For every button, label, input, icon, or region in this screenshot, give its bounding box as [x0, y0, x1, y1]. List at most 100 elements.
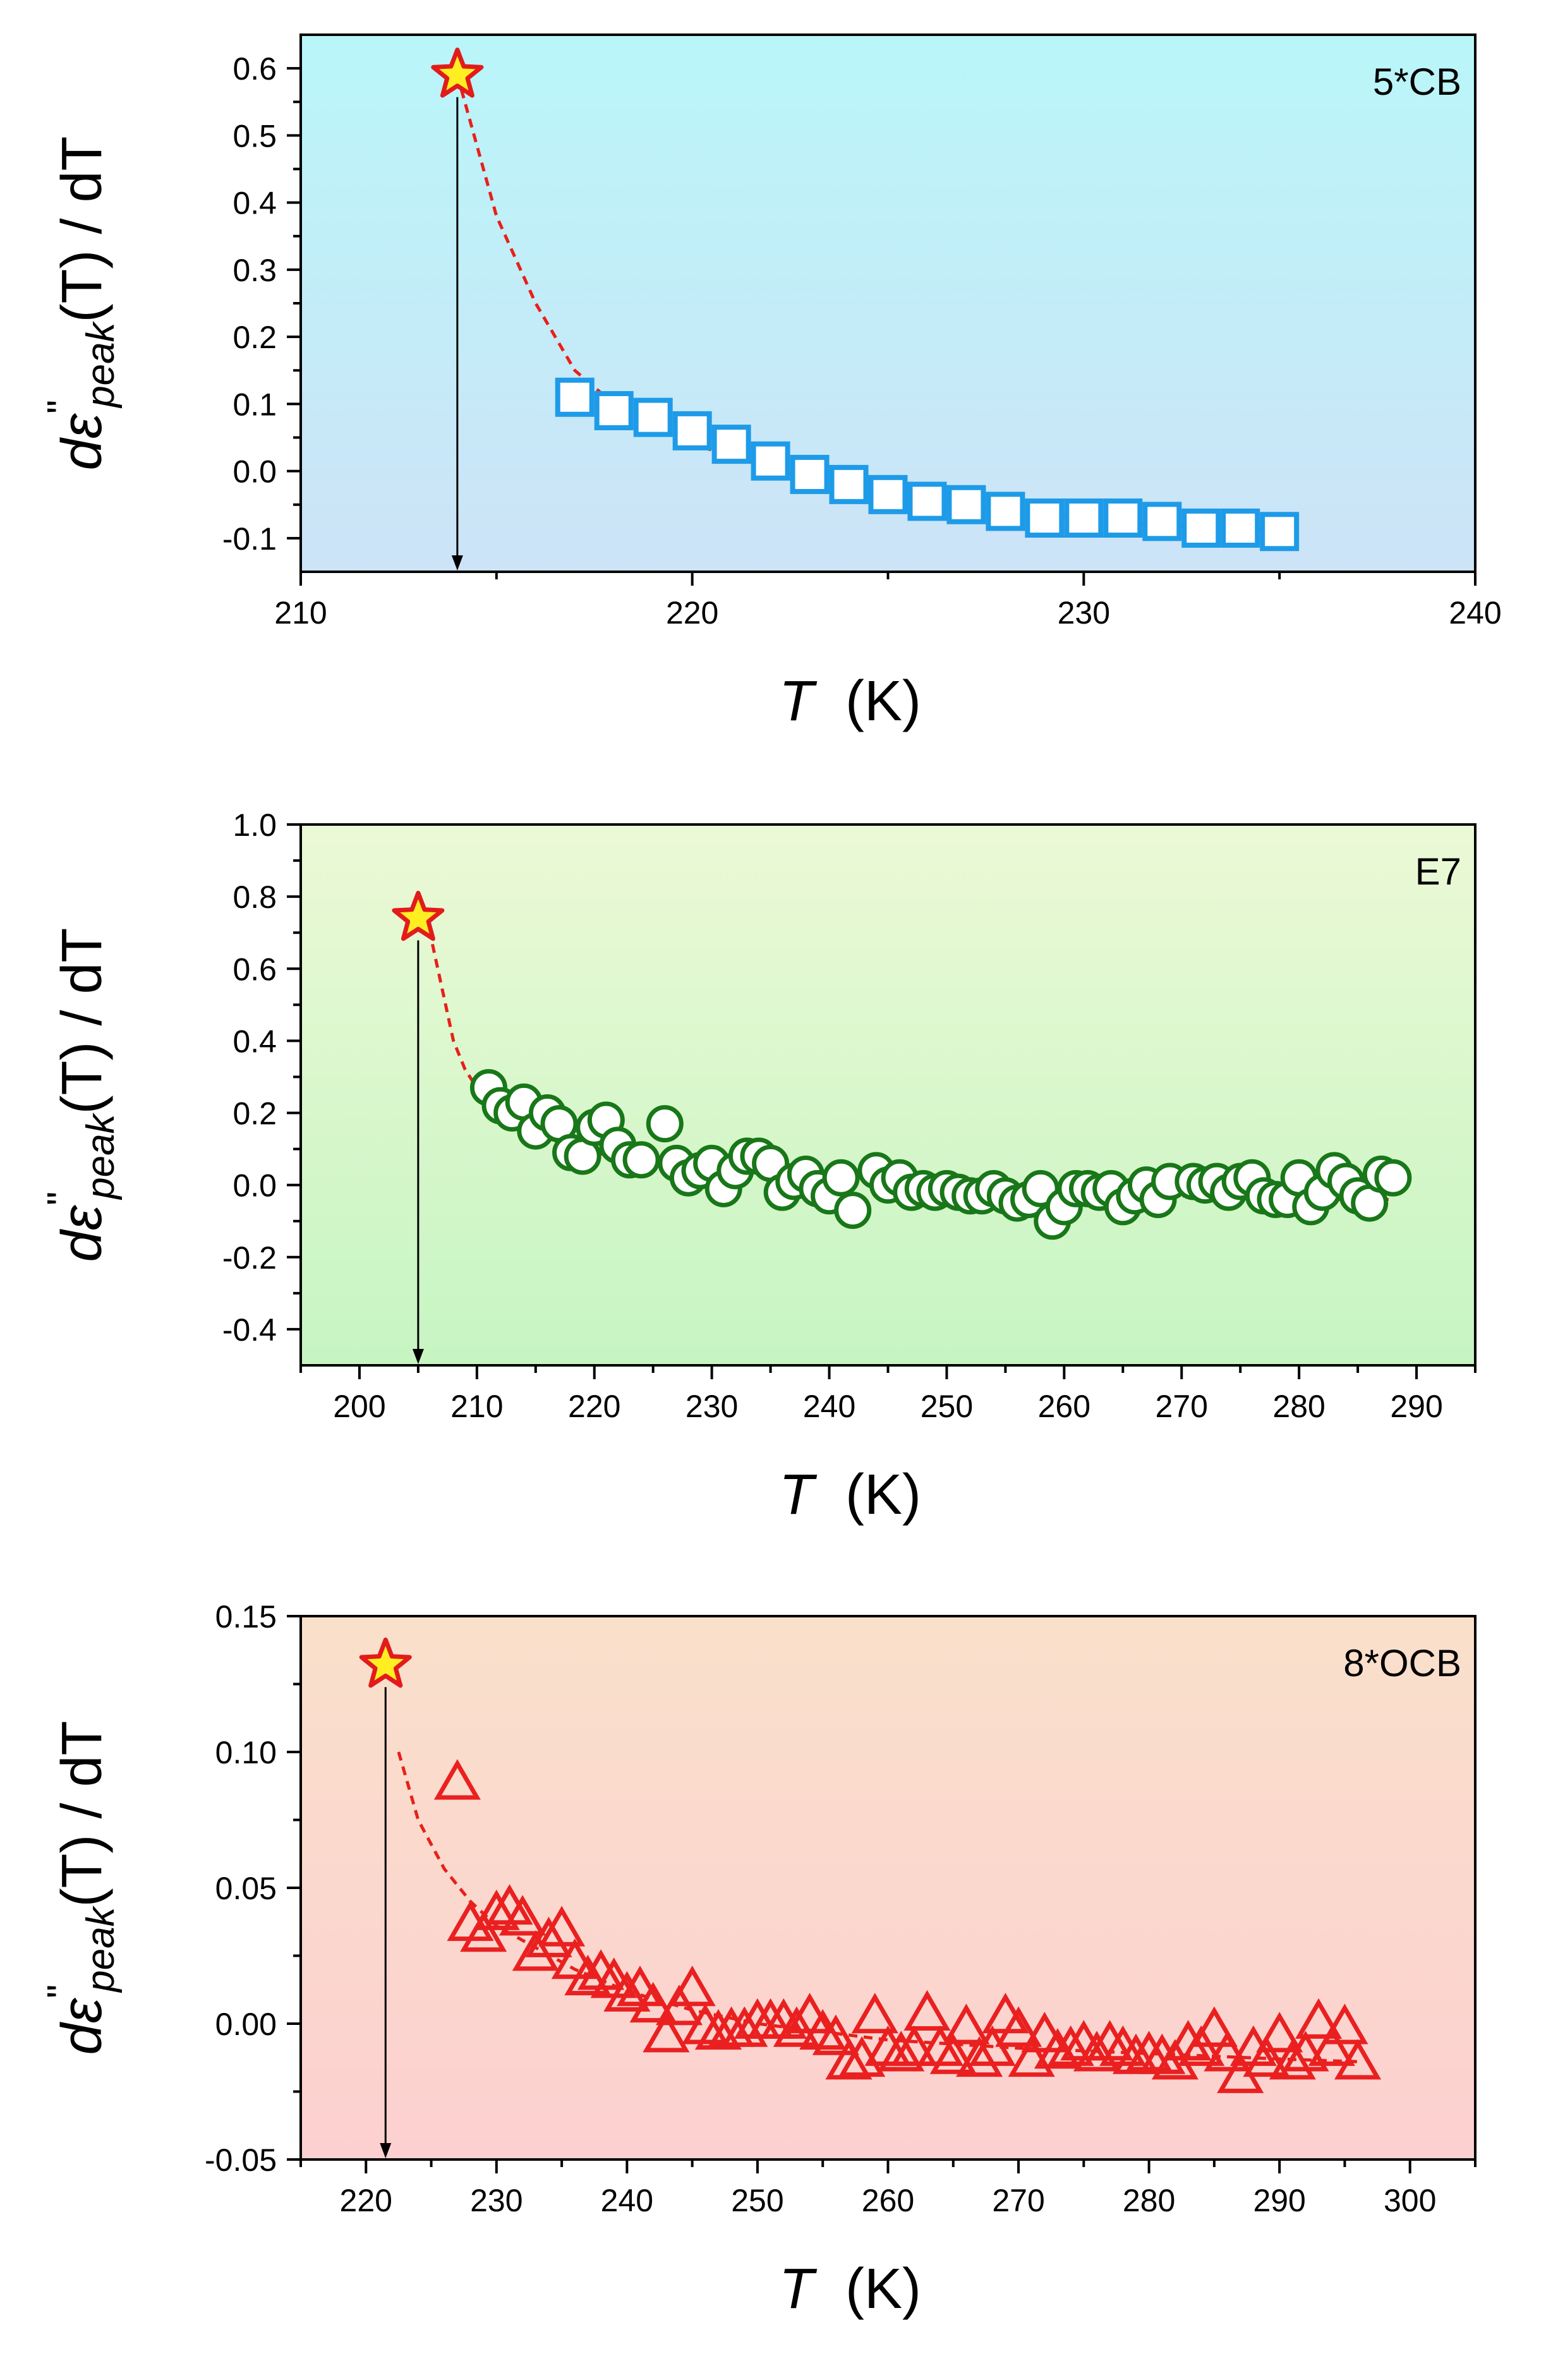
data-point-39: [929, 2033, 977, 2074]
y-axis-title: dε"peak(T) / dT: [40, 1720, 123, 2055]
data-point-69: [1321, 2003, 1368, 2045]
data-point-64: [1256, 2012, 1303, 2053]
data-point-19: [668, 1966, 716, 2007]
data-point-67: [1295, 1998, 1343, 2039]
y-tick-label: -0.2: [222, 1240, 277, 1276]
x-axis-title: T (K): [779, 1463, 921, 1526]
y-tick-label: 0.4: [233, 1024, 277, 1059]
data-point-14: [603, 1971, 651, 2012]
data-point-28: [786, 1993, 833, 2034]
data-point-13: [1025, 498, 1065, 538]
data-point-9: [538, 1906, 586, 1947]
y-tick-label: 0.6: [233, 51, 277, 87]
data-point-7: [790, 454, 830, 494]
data-point-50: [1073, 2031, 1121, 2072]
data-point-75: [1374, 1159, 1412, 1197]
data-point-15: [1103, 498, 1143, 538]
data-point-3: [460, 1911, 507, 1952]
x-tick-label: 200: [333, 1389, 385, 1424]
x-tick-label: 280: [1272, 1389, 1325, 1424]
transition-star-marker: [359, 1637, 412, 1688]
y-axis-epsilon: ε: [51, 1204, 114, 1230]
data-point-53: [1112, 2033, 1160, 2074]
data-point-19: [1260, 512, 1300, 552]
x-tick-label: 230: [470, 2183, 522, 2218]
y-axis-prefix: d: [51, 1229, 114, 1262]
indicator-arrow-head: [380, 2143, 392, 2158]
y-tick-label: 0.8: [233, 879, 277, 915]
y-tick-label: 0.4: [233, 186, 277, 221]
data-point-1: [433, 1759, 481, 1800]
data-point-12: [986, 492, 1025, 531]
data-point-68: [1308, 2025, 1355, 2066]
y-tick-label: 0.1: [233, 387, 277, 422]
y-axis-title: dε"peak(T) / dT: [40, 136, 123, 470]
data-point-44: [995, 2006, 1042, 2047]
y-tick-label: -0.4: [222, 1312, 277, 1348]
x-axis-title: T (K): [779, 670, 921, 733]
data-point-36: [890, 2025, 938, 2066]
x-tick-label: 280: [1123, 2183, 1175, 2218]
y-axis-suffix: (T) / dT: [51, 136, 114, 322]
y-axis-prime: ": [40, 1984, 83, 1998]
y-tick-label: 0.10: [215, 1735, 277, 1770]
data-point-59: [1190, 2006, 1238, 2047]
data-point-1: [555, 377, 595, 417]
y-axis-prime: ": [40, 400, 83, 414]
data-point-15: [616, 1966, 664, 2007]
data-point-11: [946, 485, 986, 524]
data-point-60: [1204, 2031, 1251, 2072]
y-axis-suffix: (T) / dT: [51, 927, 114, 1114]
data-point-35: [878, 2031, 925, 2072]
y-tick-label: -0.05: [205, 2142, 277, 2178]
x-tick-label: 270: [992, 2183, 1044, 2218]
data-point-10: [907, 481, 947, 521]
y-tick-label: -0.1: [222, 521, 277, 557]
x-axis-unit: (K): [845, 2257, 921, 2321]
x-axis-symbol: T: [779, 670, 818, 733]
data-point-33: [851, 1993, 898, 2034]
y-tick-label: 0.3: [233, 253, 277, 288]
y-tick-label: 0.6: [233, 951, 277, 987]
data-point-4: [473, 1889, 520, 1930]
x-tick-label: 240: [803, 1389, 855, 1424]
data-point-27: [773, 2006, 820, 2047]
data-point-31: [834, 1192, 872, 1229]
data-point-16: [629, 1981, 677, 2023]
data-point-40: [943, 2003, 990, 2045]
data-point-34: [864, 2025, 912, 2066]
data-point-70: [1334, 2039, 1382, 2080]
data-point-11: [564, 1954, 612, 1996]
x-tick-label: 220: [666, 595, 718, 631]
x-tick-label: 270: [1156, 1389, 1208, 1424]
data-point-41: [956, 2036, 1003, 2077]
data-point-17: [1181, 508, 1221, 548]
data-point-51: [1086, 2020, 1133, 2061]
y-tick-label: 0.5: [233, 118, 277, 154]
transition-star-marker: [431, 47, 484, 98]
y-tick-label: 0.05: [215, 1871, 277, 1906]
indicator-arrow-head: [451, 555, 463, 571]
data-point-8: [525, 1916, 572, 1957]
data-point-15: [646, 1105, 684, 1143]
x-tick-label: 290: [1253, 2183, 1305, 2218]
data-point-5: [711, 425, 751, 464]
x-tick-label: 290: [1390, 1389, 1442, 1424]
y-axis-epsilon: ε: [51, 1997, 114, 2023]
y-axis-suffix: (T) / dT: [51, 1720, 114, 1907]
y-tick-label: 0.00: [215, 2007, 277, 2042]
data-point-14: [622, 1141, 660, 1179]
x-tick-label: 220: [340, 2183, 392, 2218]
data-point-16: [1142, 502, 1182, 541]
x-tick-label: 210: [450, 1389, 503, 1424]
sample-label: E7: [1415, 850, 1461, 893]
data-point-54: [1125, 2031, 1173, 2072]
x-tick-label: 210: [274, 595, 327, 631]
y-axis-title: dε"peak(T) / dT: [40, 927, 123, 1262]
x-tick-label: 240: [601, 2183, 653, 2218]
data-point-9: [868, 474, 908, 514]
data-point-46: [1021, 2012, 1068, 2053]
data-point-31: [825, 2039, 873, 2080]
y-tick-label: 0.0: [233, 454, 277, 490]
